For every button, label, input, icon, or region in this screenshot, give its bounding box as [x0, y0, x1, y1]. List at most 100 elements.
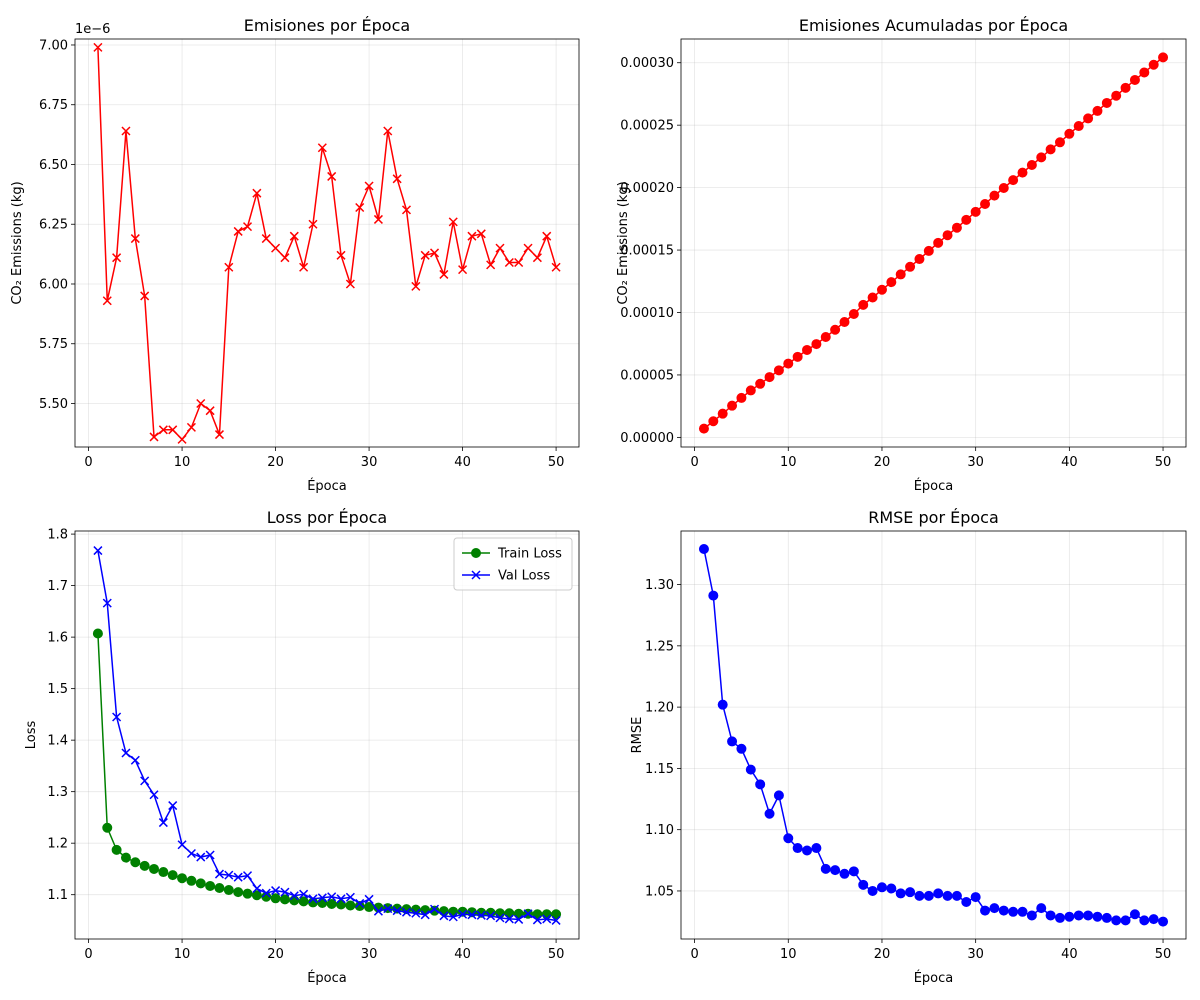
data-point	[1073, 910, 1084, 921]
data-point	[364, 181, 374, 191]
data-point	[420, 910, 430, 920]
data-point	[392, 906, 402, 916]
data-point	[140, 291, 150, 301]
data-point	[783, 833, 794, 844]
data-point	[1017, 906, 1028, 917]
data-point	[271, 886, 281, 896]
data-point	[392, 174, 402, 184]
data-point	[121, 748, 131, 758]
data-point	[970, 892, 981, 903]
legend-box	[453, 537, 573, 591]
plot-area-frame	[680, 530, 1187, 940]
x-tick-label: 0	[690, 947, 698, 962]
data-point	[867, 885, 878, 896]
data-point	[514, 914, 524, 924]
data-point	[1045, 144, 1056, 155]
x-axis-label: Época	[307, 970, 347, 986]
data-point	[858, 299, 869, 310]
y-tick-label: 0.00020	[620, 181, 674, 196]
x-tick-label: 20	[874, 455, 891, 470]
data-point	[717, 699, 728, 710]
data-point	[745, 385, 756, 396]
data-point	[848, 308, 859, 319]
data-point	[886, 277, 897, 288]
data-point	[448, 217, 458, 227]
x-tick-label: 50	[548, 947, 565, 962]
data-point	[942, 230, 953, 241]
data-point	[1083, 113, 1094, 124]
data-point	[261, 234, 271, 244]
data-point	[158, 867, 169, 878]
x-tick-label: 30	[967, 947, 984, 962]
data-point	[401, 907, 412, 917]
y-axis-label: Loss	[24, 721, 39, 750]
data-point	[130, 234, 140, 244]
data-point	[1120, 915, 1131, 926]
data-point	[905, 887, 916, 898]
chart-title: Loss por Época	[267, 508, 387, 527]
y-tick-label: 1.3	[47, 785, 68, 800]
data-point	[121, 126, 131, 136]
data-point	[93, 42, 103, 52]
y-tick-label: 1.6	[47, 631, 68, 646]
data-point	[355, 898, 365, 908]
data-point	[177, 873, 188, 884]
data-point	[233, 226, 243, 236]
data-point	[764, 808, 775, 819]
x-tick-label: 20	[267, 455, 284, 470]
data-point	[167, 870, 178, 881]
y-axis-label: CO₂ Emissions (kg)	[10, 181, 25, 304]
data-point	[289, 891, 299, 901]
data-point	[698, 544, 709, 555]
data-point	[1158, 52, 1169, 63]
data-point	[467, 910, 477, 920]
data-point	[755, 779, 766, 790]
data-point	[280, 887, 290, 897]
data-point	[458, 265, 468, 275]
data-point	[914, 254, 925, 265]
data-point	[895, 269, 906, 280]
data-point	[308, 219, 318, 229]
data-point	[708, 416, 719, 427]
x-tick-label: 10	[174, 455, 191, 470]
data-point	[1092, 911, 1103, 922]
y-tick-label: 1.5	[47, 682, 68, 697]
data-point	[933, 237, 944, 248]
data-point	[1073, 121, 1084, 132]
data-point	[830, 324, 841, 335]
y-tick-label: 1.7	[47, 579, 68, 594]
data-point	[514, 257, 524, 268]
data-point	[773, 365, 784, 376]
y-axis-label: RMSE	[630, 717, 645, 754]
chart-emisiones-acumuladas: 0 10 20 30 40 50 0.00000 0.00005 0.00010 0.00015 0…	[616, 16, 1187, 494]
data-point	[205, 406, 215, 416]
data-point	[551, 915, 561, 925]
data-point	[252, 188, 262, 198]
series-line	[97, 550, 557, 922]
x-tick-label: 30	[967, 455, 984, 470]
x-axis-label: Época	[307, 478, 347, 494]
legend-marker	[471, 548, 481, 558]
data-point	[727, 736, 738, 747]
x-tick-label: 20	[267, 947, 284, 962]
x-tick-label: 40	[454, 947, 471, 962]
chart-title: Emisiones por Época	[244, 16, 410, 35]
data-point	[317, 897, 328, 908]
x-tick-label: 0	[84, 455, 92, 470]
data-point	[811, 339, 822, 350]
data-point	[111, 844, 122, 855]
data-point	[905, 261, 916, 272]
data-point	[270, 893, 281, 904]
y-tick-label: 1.4	[47, 734, 68, 749]
data-point	[317, 143, 327, 153]
data-point	[951, 890, 962, 901]
data-point	[1083, 910, 1094, 921]
data-point	[1092, 105, 1103, 116]
data-point	[1036, 903, 1047, 914]
y-tick-label: 6.75	[39, 98, 68, 113]
data-point	[736, 392, 747, 403]
data-point	[242, 871, 253, 881]
plot-area-frame	[680, 38, 1187, 448]
x-tick-label: 10	[780, 947, 797, 962]
data-point	[523, 909, 533, 919]
